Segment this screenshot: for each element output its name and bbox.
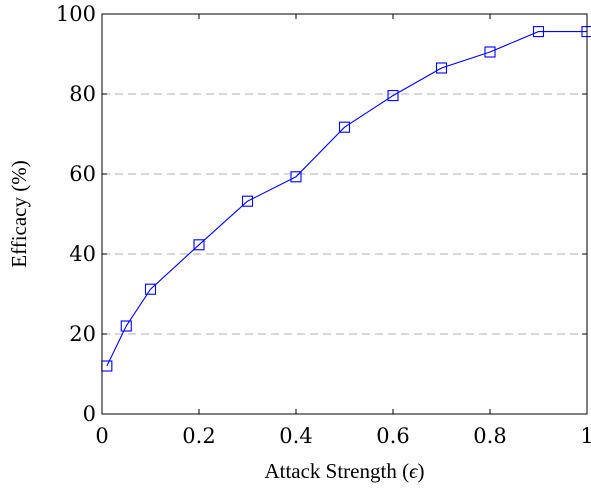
y-tick-label: 40 <box>69 242 96 266</box>
x-axis-label-close: ) <box>418 459 425 483</box>
data-point-marker <box>532 26 545 38</box>
x-axis-label: Attack Strength (ϵ) <box>264 459 424 483</box>
axis-ticks <box>101 13 588 415</box>
x-tick-label: 0.8 <box>473 424 506 448</box>
x-tick-label: 0.4 <box>279 424 312 448</box>
y-axis-label: Efficacy (%) <box>7 160 31 267</box>
data-point-marker <box>387 90 399 102</box>
grid-lines <box>102 93 587 335</box>
data-point-marker <box>193 239 205 251</box>
x-axis-label-epsilon: ϵ <box>409 459 419 483</box>
x-tick-label: 0 <box>95 424 108 448</box>
y-tick-labels: 0 20 40 60 80 100 <box>56 2 96 426</box>
data-point-marker <box>144 283 157 295</box>
plot-frame <box>101 13 588 415</box>
data-point-marker <box>120 320 132 332</box>
data-point-marker <box>338 121 351 133</box>
plot-series <box>101 26 591 372</box>
data-point-marker <box>241 195 254 207</box>
y-tick-label: 100 <box>56 2 96 26</box>
x-tick-label: 0.6 <box>376 424 409 448</box>
data-point-marker <box>290 171 302 183</box>
x-tick-label: 0.2 <box>182 424 215 448</box>
data-point-marker <box>484 46 496 58</box>
y-tick-label: 0 <box>83 402 96 426</box>
series-line <box>106 31 587 367</box>
data-point-marker <box>435 62 448 74</box>
y-tick-label: 20 <box>69 322 96 346</box>
x-axis-label-text: Attack Strength ( <box>264 459 409 483</box>
x-tick-label: 1 <box>580 424 591 448</box>
y-tick-label: 60 <box>69 162 96 186</box>
y-tick-label: 80 <box>69 82 96 106</box>
x-tick-labels: 0 0.2 0.4 0.6 0.8 1 <box>95 424 591 448</box>
